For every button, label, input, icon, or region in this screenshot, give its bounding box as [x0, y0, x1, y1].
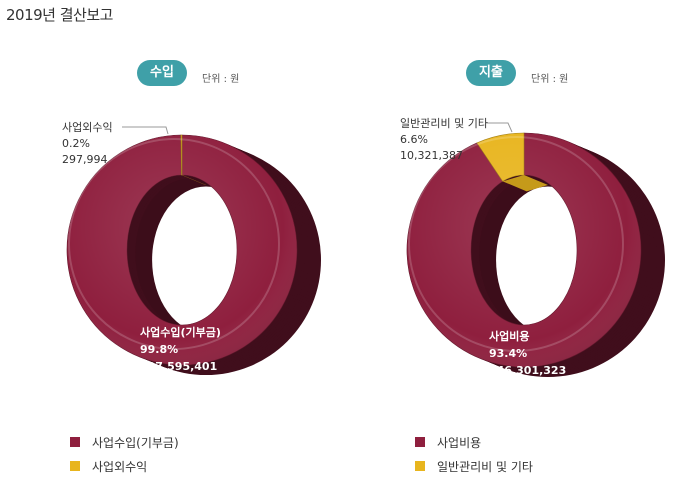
donut-slice-minor-side — [181, 175, 206, 186]
donut-rim-highlight — [408, 136, 624, 352]
income-minor-label-value: 297,994 — [62, 153, 108, 166]
income-donut-chart — [66, 134, 321, 376]
legend-swatch — [415, 437, 425, 447]
income-legend: 사업수입(기부금) 사업외수익 — [70, 430, 179, 478]
legend-swatch — [70, 461, 80, 471]
legend-item-expense-minor: 일반관리비 및 기타 — [415, 454, 533, 478]
donut-rim-highlight — [68, 138, 280, 350]
expense-major-label-value: 146,301,323 — [489, 364, 566, 377]
income-minor-label-percent: 0.2% — [62, 137, 90, 150]
expense-minor-label-value: 10,321,387 — [400, 149, 463, 162]
expense-legend: 사업비용 일반관리비 및 기타 — [415, 430, 533, 478]
expense-leader-line — [486, 122, 513, 133]
income-major-label-percent: 99.8% — [140, 343, 178, 356]
expense-major-label-percent: 93.4% — [489, 347, 527, 360]
legend-label: 일반관리비 및 기타 — [437, 459, 533, 474]
page-title: 2019년 결산보고 — [6, 6, 113, 24]
expense-minor-label-name: 일반관리비 및 기타 — [400, 116, 488, 130]
legend-item-expense-major: 사업비용 — [415, 430, 533, 454]
legend-item-income-major: 사업수입(기부금) — [70, 430, 179, 454]
expense-title-badge: 지출 — [466, 60, 516, 86]
income-major-label-value: 197,595,401 — [140, 360, 217, 373]
expense-donut-chart — [406, 132, 665, 377]
expense-minor-label-percent: 6.6% — [400, 133, 428, 146]
income-title-badge: 수입 — [137, 60, 187, 86]
legend-label: 사업비용 — [437, 435, 482, 450]
income-unit-label: 단위 : 원 — [202, 74, 240, 85]
donut-face-highlight — [66, 134, 297, 366]
donut-face-highlight — [407, 133, 641, 367]
legend-label: 사업수입(기부금) — [92, 435, 179, 450]
donut-slice-minor-side — [502, 175, 548, 192]
income-major-label-name: 사업수입(기부금) — [140, 325, 221, 339]
legend-item-income-minor: 사업외수익 — [70, 454, 179, 478]
legend-label: 사업외수익 — [92, 459, 148, 474]
legend-swatch — [415, 461, 425, 471]
legend-swatch — [70, 437, 80, 447]
expense-unit-label: 단위 : 원 — [531, 74, 569, 85]
income-minor-label-name: 사업외수익 — [62, 121, 113, 134]
income-leader-line — [122, 126, 169, 135]
expense-major-label-name: 사업비용 — [489, 329, 529, 343]
